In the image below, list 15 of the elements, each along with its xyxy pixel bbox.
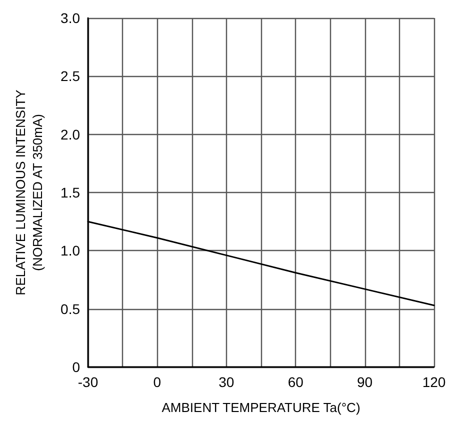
x-tick-label: 90	[357, 374, 373, 390]
y-tick-label: 2.5	[60, 68, 80, 84]
x-tick-label: -30	[78, 374, 98, 390]
x-tick-label: 30	[218, 374, 234, 390]
x-tick-label: 60	[288, 374, 304, 390]
y-tick-label: 1.5	[60, 184, 80, 200]
y-axis-title: RELATIVE LUMINOUS INTENSITY (NORMALIZED AT 350mA)	[13, 89, 45, 296]
y-tick-label: 2.0	[60, 126, 80, 142]
x-axis-title: AMBIENT TEMPERATURE Ta(°C)	[162, 400, 360, 415]
y-tick-label: 0.5	[60, 300, 80, 317]
y-tick-label: 3.0	[60, 10, 80, 26]
x-tick-label: 0	[153, 374, 162, 390]
x-tick-label: 120	[422, 374, 446, 390]
y-tick-label: 1.0	[60, 242, 80, 259]
y-tick-label: 0	[72, 359, 80, 375]
